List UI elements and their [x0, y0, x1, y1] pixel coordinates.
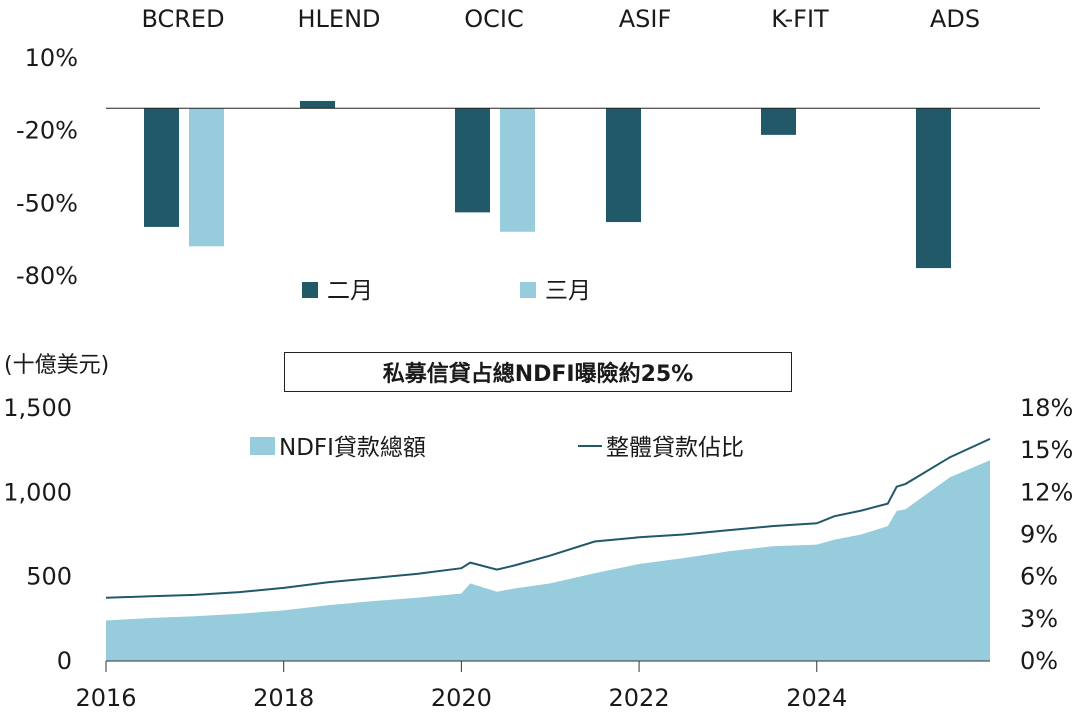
line-series-share [105, 437, 991, 599]
right-y-tick-label: 18% [1020, 394, 1073, 422]
bar-y-tick-label: -20% [16, 117, 78, 145]
bar [189, 108, 224, 247]
right-y-tick-label: 0% [1020, 647, 1058, 675]
bar [300, 100, 335, 109]
x-tick-label: 2018 [253, 684, 314, 712]
x-tick-label: 2016 [75, 684, 136, 712]
bar [500, 108, 535, 232]
bar-y-tick-label: 10% [25, 44, 78, 72]
bar-y-tick-label: -80% [16, 262, 78, 290]
left-y-tick-label: 1,000 [3, 478, 72, 506]
right-y-tick-label: 3% [1020, 605, 1058, 633]
area-legend-swatch [250, 437, 275, 455]
chart-title: 私募信貸占總NDFI曝險約25% [284, 352, 792, 392]
bar-legend-label: 二月 [327, 278, 373, 304]
bar-y-tick-label: -50% [16, 189, 78, 217]
x-tick-label: 2024 [786, 684, 847, 712]
bar-category-label: K-FIT [771, 5, 829, 33]
left-y-tick-label: 500 [26, 563, 72, 591]
x-tick-label: 2020 [431, 684, 492, 712]
bar-category-label: ASIF [619, 5, 672, 33]
bar-category-label: BCRED [141, 5, 224, 33]
line-legend-label: 整體貸款佔比 [606, 435, 744, 461]
right-y-tick-label: 15% [1020, 436, 1073, 464]
right-y-tick-label: 12% [1020, 478, 1073, 506]
area-series-ndfi [106, 460, 990, 661]
bar-category-label: HLEND [297, 5, 380, 33]
left-y-tick-label: 1,500 [3, 394, 72, 422]
area-legend-label: NDFI貸款總額 [279, 435, 426, 461]
bar-category-label: ADS [930, 5, 980, 33]
bar-legend-label: 三月 [545, 278, 591, 304]
bar [455, 108, 490, 213]
bar [606, 108, 641, 223]
right-y-tick-label: 9% [1020, 521, 1058, 549]
bar-legend-swatch [302, 282, 318, 298]
bar [761, 108, 796, 135]
left-axis-unit: (十億美元) [4, 353, 110, 378]
bar-legend-swatch [520, 282, 536, 298]
bar [916, 108, 951, 269]
bar [144, 108, 179, 227]
right-y-tick-label: 6% [1020, 563, 1058, 591]
bar-category-label: OCIC [464, 5, 523, 33]
left-y-tick-label: 0 [57, 647, 72, 675]
x-tick-label: 2022 [609, 684, 670, 712]
